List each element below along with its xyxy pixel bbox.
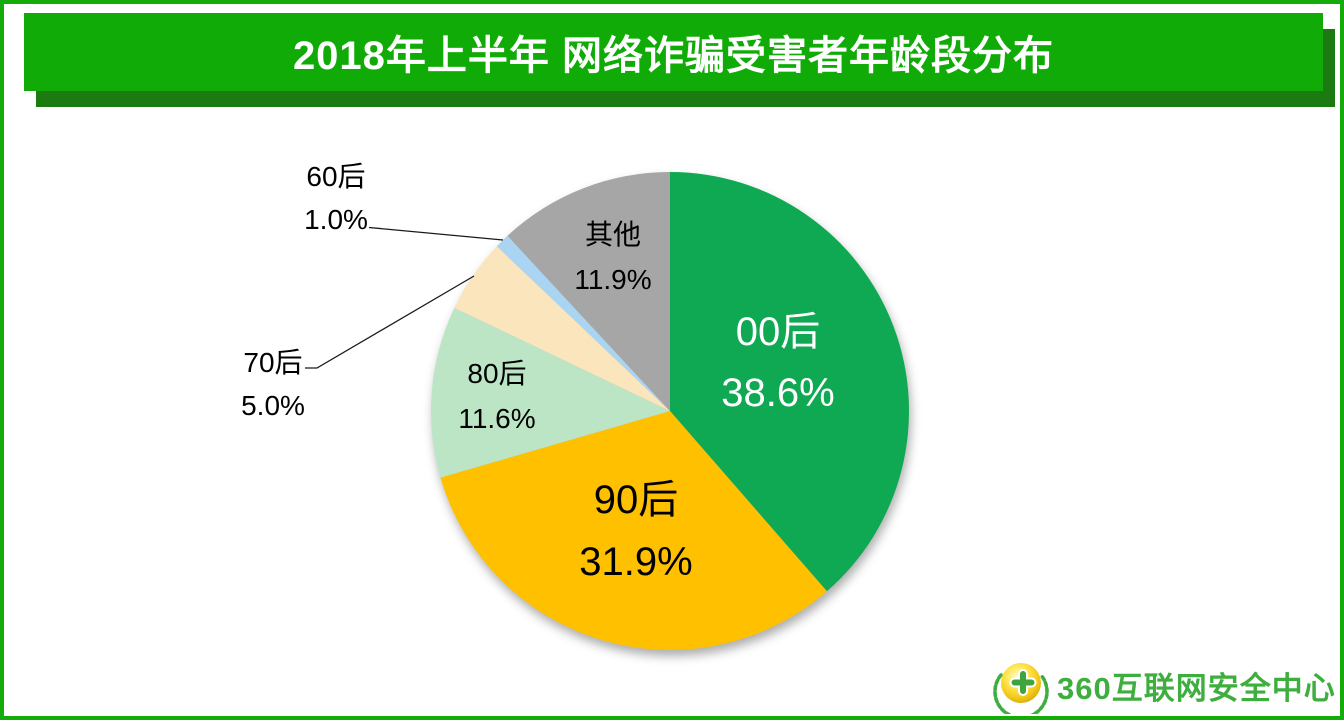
pie-slice-1	[440, 411, 827, 651]
slice-label-other: 其他 11.9%	[574, 212, 651, 302]
logo-360-icon	[993, 663, 1049, 714]
slice-label-70s-value: 5.0%	[241, 390, 305, 421]
slice-label-80s-value: 11.6%	[458, 403, 536, 434]
pie-slice-0	[670, 172, 910, 592]
pie-slice-5	[507, 172, 670, 411]
slice-label-90s-name: 90后	[593, 478, 679, 522]
pie-slice-4	[496, 235, 670, 411]
laurel-wreath-icon	[993, 673, 1049, 714]
logo-360: 360互联网安全中心	[992, 655, 1336, 715]
slice-label-00s-name: 00后	[735, 310, 821, 354]
slice-label-other-value: 11.9%	[574, 264, 652, 295]
pie-slice-3	[454, 246, 670, 411]
slice-label-80s-name: 80后	[467, 358, 527, 389]
pie-slice-2	[430, 307, 670, 478]
title-banner: 2018年上半年 网络诈骗受害者年龄段分布	[24, 13, 1323, 91]
slice-label-90s: 90后 31.9%	[579, 469, 692, 593]
slice-label-80s: 80后 11.6%	[458, 351, 535, 441]
slice-label-60s-value: 1.0%	[304, 204, 368, 235]
slice-label-90s-value: 31.9%	[579, 540, 693, 584]
slice-label-70s: 70后 5.0%	[241, 341, 305, 427]
page-title: 2018年上半年 网络诈骗受害者年龄段分布	[292, 34, 1055, 78]
slice-label-other-name: 其他	[584, 219, 642, 250]
slice-label-00s-value: 38.6%	[721, 371, 835, 415]
slice-label-00s: 00后 38.6%	[721, 302, 834, 424]
slice-label-60s: 60后 1.0%	[304, 155, 368, 241]
leader-line-70s-icon	[305, 275, 475, 369]
leader-lines	[305, 226, 504, 369]
pie-slices	[430, 172, 910, 651]
leader-line-60s-icon	[368, 226, 504, 241]
cross-icon	[1011, 671, 1035, 694]
logo-360-text: 360互联网安全中心	[1057, 670, 1336, 706]
slice-label-70s-name: 70后	[243, 347, 303, 378]
slice-label-60s-name: 60后	[306, 161, 366, 192]
